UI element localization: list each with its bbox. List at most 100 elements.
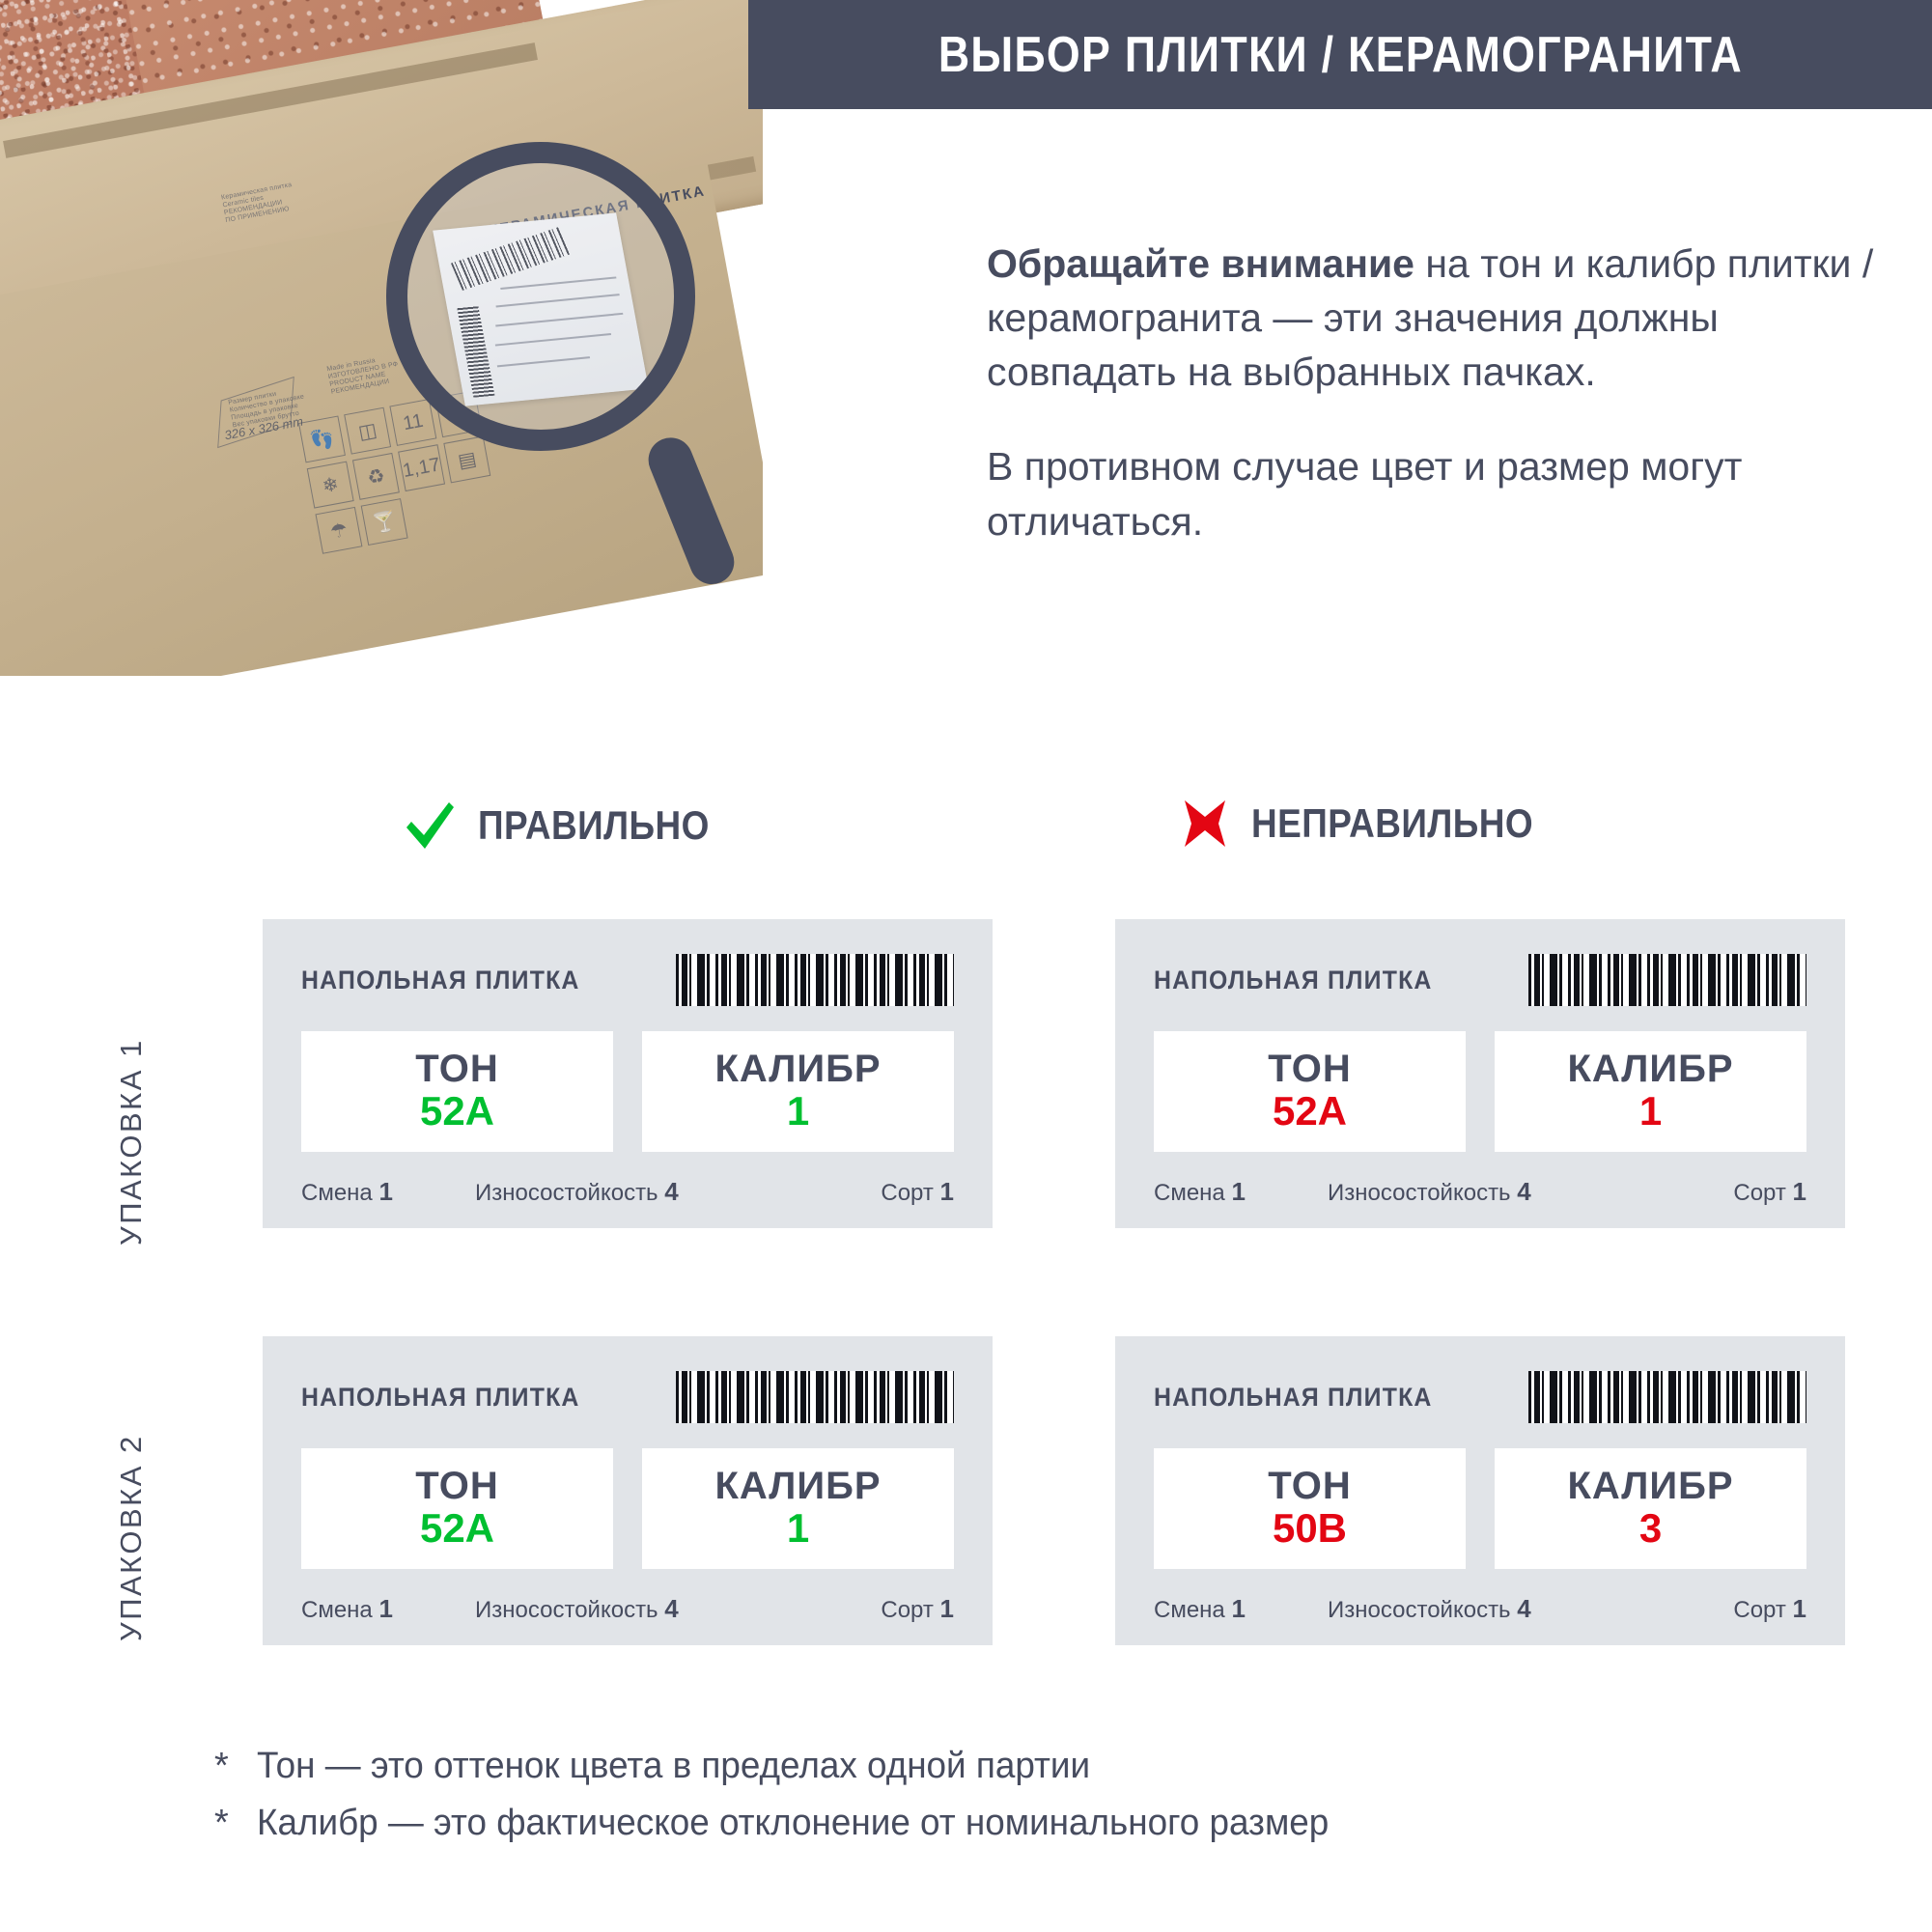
- cross-mark-icon: [1185, 800, 1225, 847]
- verdict-correct-label: ПРАВИЛЬНО: [478, 802, 710, 848]
- tone-field-value: 50B: [1272, 1505, 1348, 1552]
- verdict-incorrect-label: НЕПРАВИЛЬНО: [1251, 800, 1534, 846]
- footer-wear-label: Износостойкость: [1328, 1597, 1511, 1623]
- label-card-correct-pack1: НАПОЛЬНАЯ ПЛИТКА ТОН 52A КАЛИБР 1 Смена …: [263, 919, 993, 1228]
- tone-field: ТОН 52A: [1154, 1031, 1466, 1152]
- footer-shift-label: Смена: [301, 1180, 373, 1206]
- card-title: НАПОЛЬНАЯ ПЛИТКА: [1154, 1382, 1433, 1412]
- caliber-field: КАЛИБР 1: [1495, 1031, 1806, 1152]
- footer-grade-value: 1: [939, 1177, 954, 1206]
- header-bar: ВЫБОР ПЛИТКИ / КЕРАМОГРАНИТА: [748, 0, 1932, 109]
- pack-label-1: УПАКОВКА 1: [114, 1038, 148, 1246]
- card-header: НАПОЛЬНАЯ ПЛИТКА: [1154, 1371, 1806, 1423]
- caliber-field-label: КАЛИБР: [1567, 1048, 1734, 1091]
- footer-grade: Сорт 1: [1681, 1594, 1806, 1624]
- caliber-field-value: 1: [786, 1505, 810, 1552]
- footer-shift-value: 1: [1231, 1594, 1246, 1623]
- caliber-field-value: 3: [1638, 1505, 1663, 1552]
- footer-grade: Сорт 1: [828, 1594, 954, 1624]
- card-fields: ТОН 50B КАЛИБР 3: [1154, 1448, 1806, 1569]
- tone-field-label: ТОН: [415, 1465, 499, 1508]
- card-fields: ТОН 52A КАЛИБР 1: [301, 1031, 954, 1152]
- card-footer: Смена 1 Износостойкость 4 Сорт 1: [301, 1594, 954, 1624]
- footer-shift-label: Смена: [301, 1597, 373, 1623]
- packaging-photo: Керамическая плитка Ceramic tiles РЕКОМЕ…: [0, 0, 763, 676]
- card-title: НАПОЛЬНАЯ ПЛИТКА: [1154, 965, 1433, 994]
- barcode-icon: [676, 954, 954, 1006]
- tone-field: ТОН 52A: [301, 1031, 613, 1152]
- footnote-item: * Калибр — это фактическое отклонение от…: [214, 1795, 1856, 1852]
- footer-wear-value: 4: [664, 1594, 679, 1623]
- glass-fragile-icon: 🍸: [360, 498, 408, 546]
- card-title: НАПОЛЬНАЯ ПЛИТКА: [301, 1382, 580, 1412]
- footer-wear-label: Износостойкость: [1328, 1180, 1511, 1206]
- footer-grade-label: Сорт: [1733, 1597, 1786, 1623]
- tone-field-value: 52A: [419, 1088, 495, 1134]
- footer-shift: Смена 1: [301, 1177, 475, 1207]
- footer-shift-label: Смена: [1154, 1597, 1225, 1623]
- caliber-field-label: КАЛИБР: [714, 1465, 882, 1508]
- footer-grade-value: 1: [1792, 1177, 1806, 1206]
- footnote-star: *: [214, 1802, 229, 1843]
- pack-label-2: УПАКОВКА 2: [114, 1434, 148, 1641]
- footer-wear-label: Износостойкость: [475, 1180, 658, 1206]
- intro-bold-lead: Обращайте внимание: [987, 241, 1414, 286]
- footer-shift-label: Смена: [1154, 1180, 1225, 1206]
- tone-field: ТОН 50B: [1154, 1448, 1466, 1569]
- footer-wear: Износостойкость 4: [475, 1594, 828, 1624]
- pictogram-value-117: 1,17: [398, 444, 446, 492]
- intro-paragraph-1: Обращайте внимание на тон и калибр плитк…: [987, 237, 1885, 399]
- card-fields: ТОН 52A КАЛИБР 1: [301, 1448, 954, 1569]
- footer-wear: Износостойкость 4: [475, 1177, 828, 1207]
- footer-shift-value: 1: [1231, 1177, 1246, 1206]
- intro-paragraph-2: В противном случае цвет и размер могут о…: [987, 444, 1743, 544]
- recycle-icon: ♻: [351, 452, 400, 500]
- footnote-text: Тон — это оттенок цвета в пределах одной…: [257, 1746, 1091, 1786]
- caliber-field: КАЛИБР 1: [642, 1448, 954, 1569]
- card-footer: Смена 1 Износостойкость 4 Сорт 1: [1154, 1594, 1806, 1624]
- footer-grade-label: Сорт: [881, 1597, 934, 1623]
- tone-field-value: 52A: [1272, 1088, 1348, 1134]
- card-header: НАПОЛЬНАЯ ПЛИТКА: [1154, 954, 1806, 1006]
- snowflake-icon: ❄: [306, 461, 354, 509]
- footnotes: * Тон — это оттенок цвета в пределах одн…: [214, 1738, 1856, 1852]
- caliber-field-value: 1: [786, 1088, 810, 1134]
- pictogram-value-11: 11: [389, 398, 437, 446]
- footer-grade: Сорт 1: [828, 1177, 954, 1207]
- barcode-icon: [676, 1371, 954, 1423]
- tone-field-value: 52A: [419, 1505, 495, 1552]
- magnifying-glass-icon: [386, 142, 695, 451]
- footer-wear-value: 4: [1517, 1594, 1531, 1623]
- footer-shift: Смена 1: [301, 1594, 475, 1624]
- card-fields: ТОН 52A КАЛИБР 1: [1154, 1031, 1806, 1152]
- footer-wear-value: 4: [1517, 1177, 1531, 1206]
- footer-wear: Износостойкость 4: [1328, 1594, 1681, 1624]
- label-card-incorrect-pack1: НАПОЛЬНАЯ ПЛИТКА ТОН 52A КАЛИБР 1 Смена …: [1115, 919, 1845, 1228]
- box-stack-icon: ◫: [344, 406, 392, 455]
- caliber-field-value: 1: [1638, 1088, 1663, 1134]
- pallet-icon: ▤: [443, 435, 491, 484]
- footer-grade: Сорт 1: [1681, 1177, 1806, 1207]
- barcode-icon: [1528, 1371, 1806, 1423]
- verdict-correct: ПРАВИЛЬНО: [403, 798, 742, 853]
- footprint-icon: 👣: [297, 415, 346, 463]
- caliber-field: КАЛИБР 1: [642, 1031, 954, 1152]
- tone-field-label: ТОН: [1268, 1465, 1352, 1508]
- tone-field-label: ТОН: [1268, 1048, 1352, 1091]
- intro-lead-rest: на тон и калибр плитки / керамогранита —…: [987, 241, 1874, 395]
- label-card-incorrect-pack2: НАПОЛЬНАЯ ПЛИТКА ТОН 50B КАЛИБР 3 Смена …: [1115, 1336, 1845, 1645]
- footer-grade-label: Сорт: [881, 1180, 934, 1206]
- card-footer: Смена 1 Износостойкость 4 Сорт 1: [301, 1177, 954, 1207]
- page-title: ВЫБОР ПЛИТКИ / КЕРАМОГРАНИТА: [938, 26, 1743, 83]
- intro-copy: Обращайте внимание на тон и калибр плитк…: [987, 237, 1885, 548]
- tone-field: ТОН 52A: [301, 1448, 613, 1569]
- card-title: НАПОЛЬНАЯ ПЛИТКА: [301, 965, 580, 994]
- caliber-field: КАЛИБР 3: [1495, 1448, 1806, 1569]
- caliber-field-label: КАЛИБР: [1567, 1465, 1734, 1508]
- footnote-text: Калибр — это фактическое отклонение от н…: [257, 1802, 1330, 1843]
- barcode-icon: [1528, 954, 1806, 1006]
- label-card-correct-pack2: НАПОЛЬНАЯ ПЛИТКА ТОН 52A КАЛИБР 1 Смена …: [263, 1336, 993, 1645]
- footer-grade-value: 1: [1792, 1594, 1806, 1623]
- footer-grade-label: Сорт: [1733, 1180, 1786, 1206]
